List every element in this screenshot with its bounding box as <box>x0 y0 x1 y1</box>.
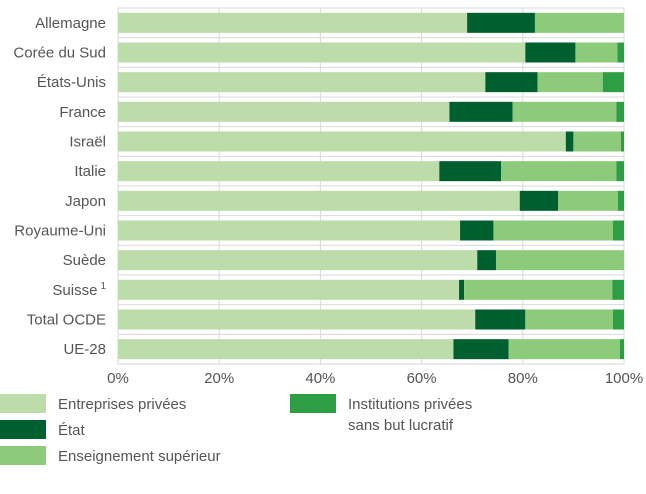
bar-segment <box>573 131 621 152</box>
bar-segment <box>118 101 450 122</box>
bar-segment <box>575 42 618 63</box>
bar-segment <box>118 161 440 182</box>
x-tick-label: 0% <box>107 370 129 387</box>
bar-segment <box>612 279 624 300</box>
bar-segment <box>439 161 502 182</box>
bar-segment <box>118 250 478 271</box>
category-label: Royaume-Uni <box>14 223 106 240</box>
bar-segment <box>537 72 603 93</box>
bar-segment <box>118 220 461 241</box>
x-tick-label: 20% <box>204 370 234 387</box>
x-tick-label: 40% <box>305 370 335 387</box>
bar-segment <box>525 309 613 330</box>
bar-segment <box>118 190 520 211</box>
bar-segment <box>493 220 613 241</box>
legend-item: État <box>0 420 85 441</box>
legend-item: Institutions privées sans but lucratif <box>290 394 472 436</box>
bar-segment <box>619 339 624 360</box>
bar-segment <box>118 12 468 33</box>
legend-label: État <box>58 422 85 439</box>
bar-segment <box>464 279 613 300</box>
bar-segment <box>612 220 624 241</box>
category-label: États-Unis <box>37 74 106 91</box>
bar-segment <box>512 101 617 122</box>
legend-item: Entreprises privées <box>0 394 186 415</box>
bar-segment <box>558 190 618 211</box>
bar-segment <box>118 339 454 360</box>
bar-segment <box>477 250 496 271</box>
bar-segment <box>612 309 624 330</box>
legend-label: Enseignement supérieur <box>58 448 221 465</box>
category-label: Total OCDE <box>27 312 106 329</box>
legend-swatch <box>290 394 336 413</box>
bar-segment <box>617 42 624 63</box>
x-tick-label: 60% <box>407 370 437 387</box>
bar-segment <box>602 72 624 93</box>
legend-label: Institutions privées sans but lucratif <box>348 396 473 434</box>
bar-segment <box>118 72 486 93</box>
x-tick-label: 80% <box>508 370 538 387</box>
category-label: Suède <box>63 252 106 269</box>
bar-segment <box>118 131 566 152</box>
bar-segment <box>118 309 476 330</box>
bar-segment <box>525 42 576 63</box>
bar-segment <box>565 131 574 152</box>
bar-segment <box>501 161 617 182</box>
stacked-bar-chart: 0% 20% 40% 60% 80% 100% Allemagne Corée du Sud É… <box>13 7 643 387</box>
category-label: Corée du Sud <box>13 45 106 62</box>
legend-item: Enseignement supérieur <box>0 446 221 467</box>
legend-label: Entreprises privées <box>58 396 187 413</box>
bar-segment <box>485 72 538 93</box>
category-label: Suisse 1 <box>52 281 106 299</box>
bar-segment <box>459 279 465 300</box>
category-label: France <box>59 104 106 121</box>
bar-segment <box>616 101 624 122</box>
bar-segment <box>118 279 460 300</box>
bar-segment <box>449 101 513 122</box>
bar-segment <box>617 190 624 211</box>
bar-segment <box>453 339 509 360</box>
category-label: Allemagne <box>35 15 106 32</box>
x-tick-label: 100% <box>605 370 643 387</box>
bar-segment <box>534 12 624 33</box>
legend-swatch <box>0 394 46 413</box>
legend-swatch <box>0 446 46 465</box>
category-label: Italie <box>74 163 106 180</box>
bar-segment <box>616 161 624 182</box>
category-label: Japon <box>65 193 106 210</box>
legend-swatch <box>0 420 46 439</box>
bar-segment <box>620 131 624 152</box>
bar-segment <box>508 339 620 360</box>
bar-segment <box>467 12 535 33</box>
category-label: Israël <box>69 134 106 151</box>
bar-segment <box>519 190 559 211</box>
bar-segment <box>118 42 526 63</box>
legend: Entreprises privées État Enseignement supé… <box>0 390 646 494</box>
category-label: UE-28 <box>63 341 106 358</box>
bar-segment <box>460 220 494 241</box>
bar-segment <box>495 250 624 271</box>
bar-segment <box>475 309 526 330</box>
